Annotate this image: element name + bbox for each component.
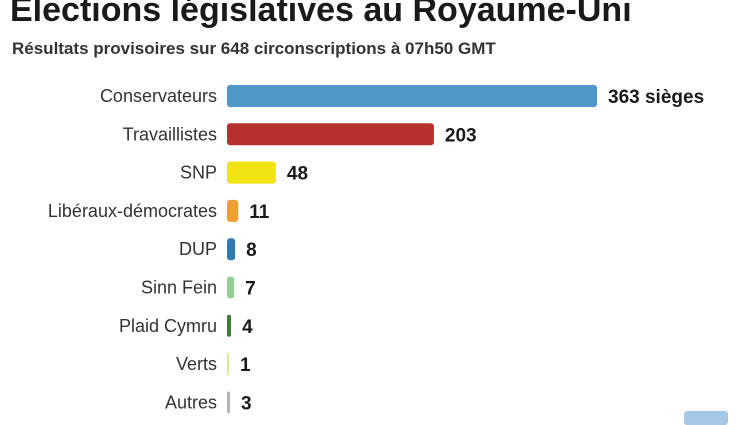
category-label-snp: SNP	[180, 163, 217, 183]
value-label-snp: 48	[287, 164, 308, 185]
category-label-travaillistes: Travaillistes	[123, 124, 217, 144]
value-label-sinn-fein: 7	[245, 279, 256, 300]
value-label-dup: 8	[246, 240, 257, 261]
category-label-liberaux-democrates: Libéraux-démocrates	[48, 201, 217, 221]
value-label-travaillistes: 203	[445, 125, 477, 146]
category-label-verts: Verts	[176, 354, 217, 374]
category-label-autres: Autres	[165, 392, 217, 412]
bar-verts	[227, 353, 229, 376]
value-label-autres: 3	[241, 393, 252, 414]
chart-title: Élections législatives au Royaume-Uni	[10, 0, 632, 29]
category-label-dup: DUP	[179, 239, 217, 259]
category-label-plaid-cymru: Plaid Cymru	[119, 316, 217, 336]
bar-snp	[227, 161, 276, 184]
bar-plaid-cymru	[227, 314, 232, 337]
bar-autres	[227, 391, 231, 414]
bar-conservateurs	[227, 85, 597, 107]
value-label-liberaux-democrates: 11	[249, 202, 270, 223]
category-label-conservateurs: Conservateurs	[100, 86, 217, 106]
category-label-sinn-fein: Sinn Fein	[141, 278, 217, 298]
bar-travaillistes	[227, 123, 434, 146]
chart-subtitle: Résultats provisoires sur 648 circonscri…	[12, 39, 496, 58]
bar-liberaux-democrates	[227, 199, 239, 222]
value-label-verts: 1	[240, 355, 251, 376]
value-label-conservateurs: 363 sièges	[608, 87, 704, 108]
bar-sinn-fein	[227, 276, 235, 299]
afp-logo	[684, 411, 728, 425]
bar-dup	[227, 238, 236, 261]
value-label-plaid-cymru: 4	[242, 317, 253, 338]
